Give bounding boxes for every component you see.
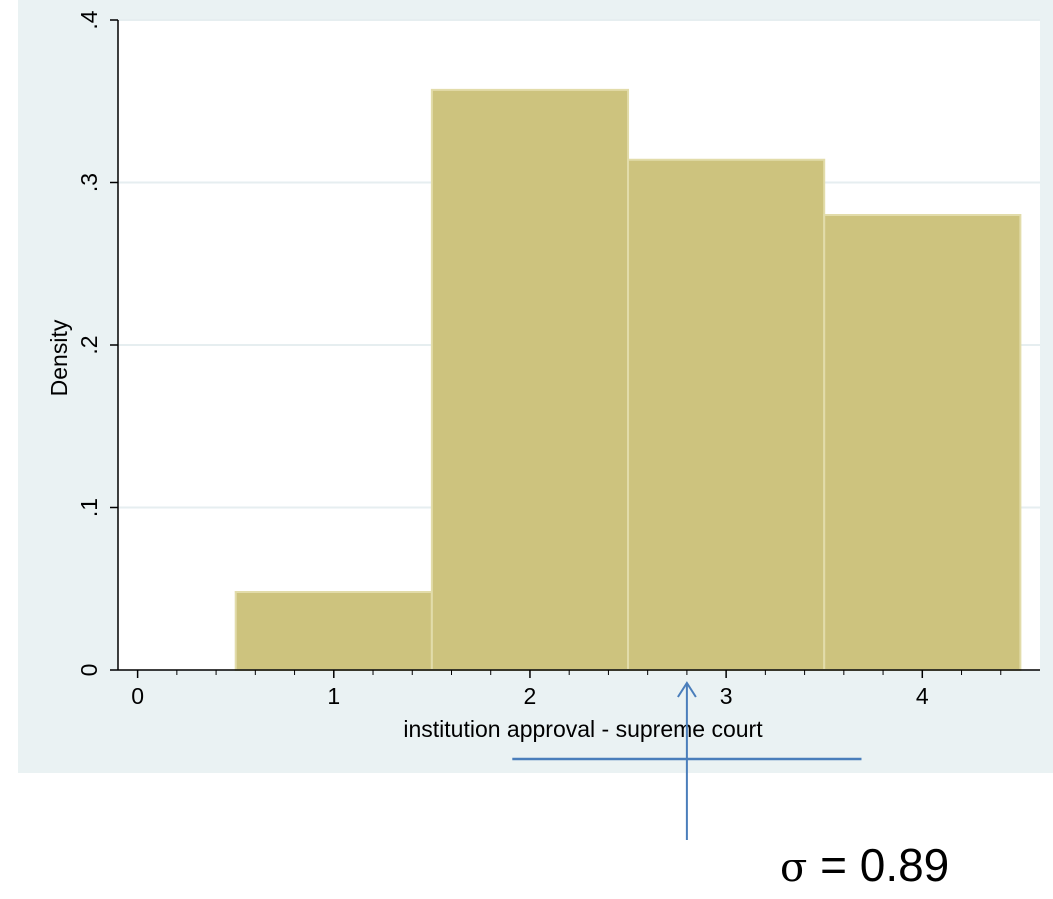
y-axis-title: Density [46, 319, 72, 396]
y-tick-label: .1 [76, 498, 102, 517]
y-tick-label: .3 [76, 173, 102, 192]
x-tick-label: 0 [131, 683, 144, 709]
histogram-bar [627, 158, 826, 671]
sigma-value: = 0.89 [807, 839, 950, 891]
y-tick-label: .4 [76, 10, 102, 29]
x-tick-label: 3 [720, 683, 733, 709]
sd-annotation [512, 681, 862, 840]
x-tick-label: 1 [327, 683, 340, 709]
x-axis-title: institution approval - supreme court [403, 716, 763, 742]
axes [110, 19, 1040, 678]
sigma-annotation: σ = 0.89 [780, 842, 949, 888]
y-tick-label: 0 [76, 664, 102, 677]
x-tick-label: 2 [524, 683, 537, 709]
sigma-symbol: σ [780, 845, 808, 891]
x-tick-labels: 0 1 2 3 4 [131, 683, 929, 709]
histogram-bar [823, 214, 1022, 671]
y-tick-label: .2 [76, 335, 102, 354]
histogram-bar [234, 591, 433, 671]
y-tick-labels: 0 .1 .2 .3 .4 [76, 10, 102, 676]
mean-arrow-head [677, 681, 697, 698]
histogram-bar [430, 88, 630, 671]
x-tick-label: 4 [916, 683, 929, 709]
